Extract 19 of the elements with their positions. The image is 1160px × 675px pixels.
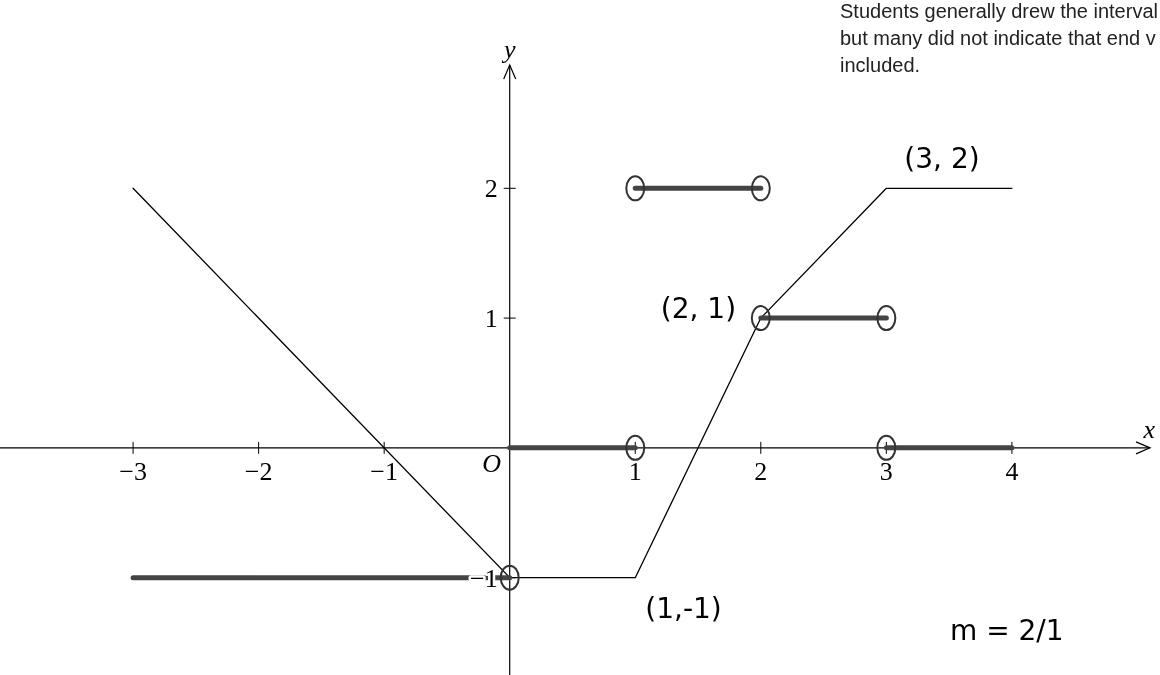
- x-axis-title: x: [1142, 414, 1156, 444]
- annotation: (1,-1): [645, 591, 722, 625]
- x-tick-label: −2: [244, 456, 273, 486]
- x-tick-label: 1: [628, 456, 642, 486]
- annotation: (3, 2): [904, 142, 980, 176]
- y-axis-title: y: [500, 35, 516, 64]
- annotation: included.: [840, 54, 921, 76]
- x-tick-label: −1: [370, 456, 399, 486]
- y-tick-label: 1: [484, 304, 498, 334]
- x-tick-label: −3: [119, 456, 147, 486]
- annotation: O: [482, 448, 502, 478]
- x-tick-label: 3: [879, 456, 893, 486]
- annotation: (2, 1): [660, 292, 737, 326]
- x-tick-label: 2: [754, 456, 768, 486]
- y-tick-label: 2: [484, 174, 498, 204]
- text: but many did not indicate that end v: [840, 27, 1156, 49]
- x-tick-label: 4: [1005, 456, 1019, 486]
- text: Students generally drew the interval: [840, 0, 1158, 22]
- annotation: m = 2/1: [950, 614, 1064, 647]
